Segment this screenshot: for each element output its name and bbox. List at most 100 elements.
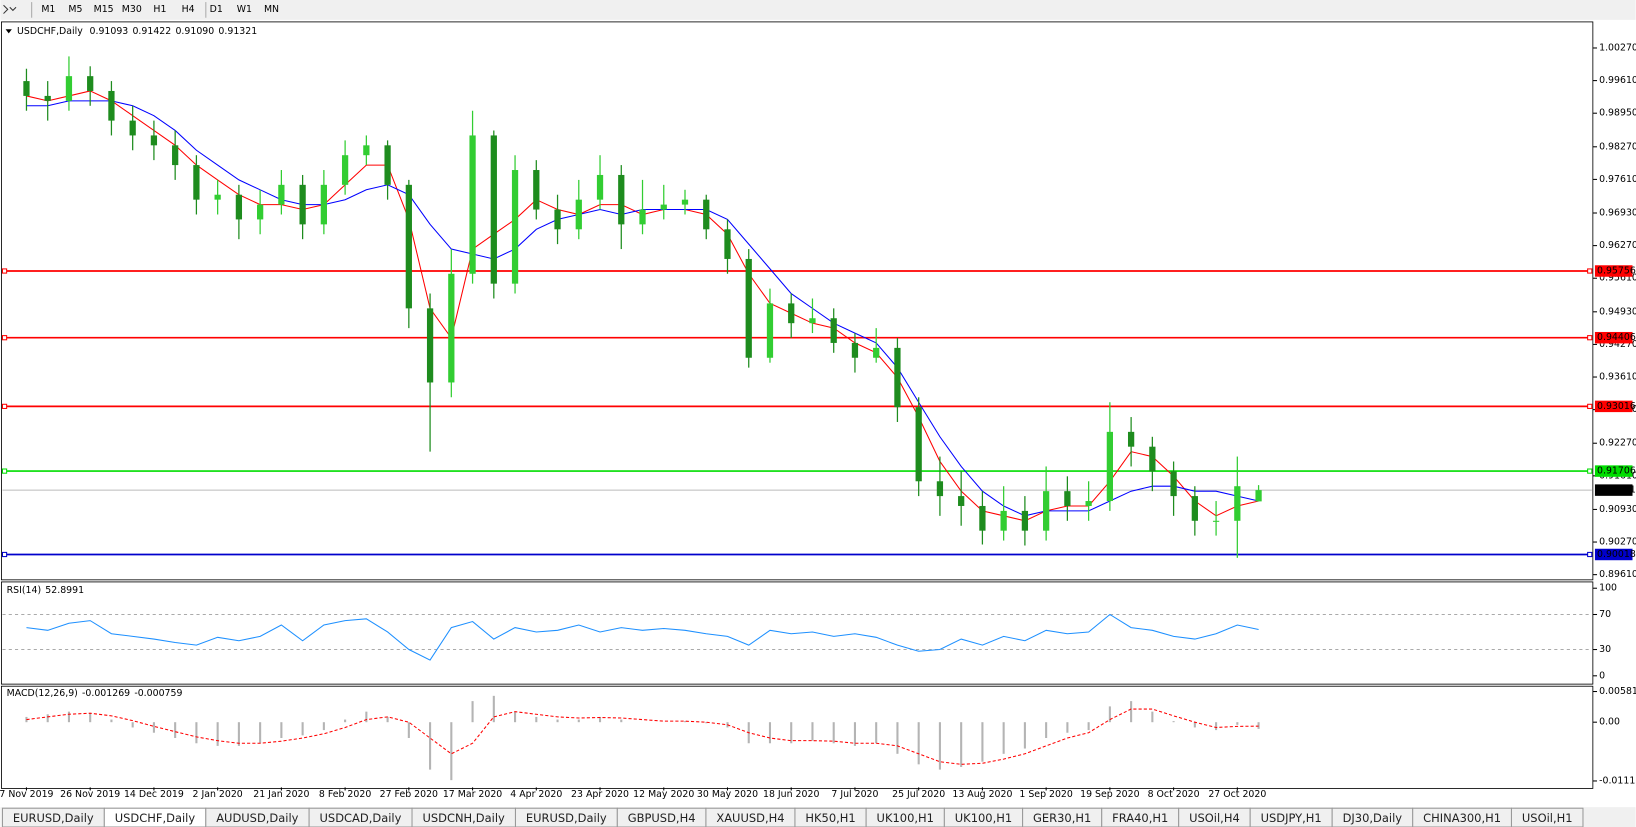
level-handle[interactable] — [1587, 551, 1593, 558]
x-tick-label: 8 Oct 2020 — [1148, 789, 1200, 800]
tab-label[interactable]: EURUSD,Daily — [13, 811, 94, 825]
histogram-bar — [1151, 711, 1154, 723]
histogram-bar — [1002, 722, 1005, 754]
timeframe-button[interactable]: M1 — [41, 4, 55, 15]
histogram-bar — [407, 722, 410, 738]
timeframe-button[interactable]: M5 — [68, 4, 82, 15]
tab-label[interactable]: AUDUSD,Daily — [216, 811, 298, 825]
level-handle[interactable] — [1587, 468, 1593, 474]
tab-label[interactable]: HK50,H1 — [805, 811, 855, 825]
timeframe-button[interactable]: H1 — [153, 4, 166, 15]
y-tick-label: 0.98270 — [1599, 141, 1636, 152]
timeframe-button[interactable]: M15 — [94, 4, 114, 15]
histogram-bar — [1257, 722, 1260, 729]
level-handle[interactable] — [1, 468, 8, 474]
level-label-box — [1594, 548, 1633, 561]
histogram-bar — [620, 719, 623, 723]
x-tick-label: 19 Sep 2020 — [1080, 789, 1139, 800]
tab-label[interactable]: UK100,H1 — [877, 811, 934, 825]
candle-body — [533, 170, 540, 210]
candle-body — [426, 308, 434, 383]
candle-body — [1085, 501, 1092, 506]
tab-label[interactable]: FRA40,H1 — [1112, 811, 1168, 825]
histogram-bar — [535, 716, 538, 723]
x-tick-label: 21 Jan 2020 — [253, 789, 309, 800]
candle-body — [23, 81, 30, 96]
toolbar-icon[interactable] — [3, 4, 17, 14]
tab-label[interactable]: CHINA300,H1 — [1423, 811, 1501, 825]
tab[interactable] — [1510, 807, 1584, 827]
candle-body — [1000, 510, 1007, 531]
candle-body — [618, 174, 625, 225]
x-tick-label: 26 Nov 2019 — [60, 789, 120, 800]
y-tick-label: 0.96270 — [1599, 240, 1636, 251]
chart-title: USDCHF,Daily — [17, 26, 83, 37]
timeframe-button[interactable]: MN — [264, 4, 279, 15]
timeframe-button[interactable]: D1 — [210, 4, 223, 15]
ohlc-value: 0.91093 — [90, 26, 129, 37]
tab-label[interactable]: USDJPY,H1 — [1261, 811, 1322, 825]
histogram-bar — [853, 722, 856, 746]
tab-label[interactable]: USDCNH,Daily — [422, 811, 505, 825]
tab-label[interactable]: EURUSD,Daily — [526, 811, 607, 825]
candle-body — [936, 481, 944, 497]
level-handle[interactable] — [1587, 335, 1593, 341]
y-tick-label: 30 — [1599, 644, 1611, 655]
candle-body — [384, 145, 391, 185]
histogram-bar — [705, 722, 708, 724]
candle-body — [278, 184, 285, 205]
histogram-bar — [683, 721, 687, 723]
histogram-bar — [981, 722, 984, 762]
histogram-bar — [1130, 701, 1133, 723]
tab-label[interactable]: UK100,H1 — [955, 811, 1012, 825]
histogram-bar — [1236, 722, 1239, 725]
tab-label[interactable]: DJ30,Daily — [1343, 811, 1403, 825]
ohlc-value: 0.91321 — [218, 26, 257, 37]
tab-label[interactable]: GER30,H1 — [1033, 811, 1091, 825]
timeframe-button[interactable]: H4 — [182, 4, 195, 15]
candle-body — [873, 347, 880, 358]
candle-body — [554, 209, 561, 230]
level-handle[interactable] — [1, 403, 8, 409]
histogram-bar — [1172, 721, 1175, 723]
tab-label[interactable]: USOil,H1 — [1522, 811, 1573, 825]
histogram-bar — [344, 719, 347, 723]
histogram-bar — [152, 722, 155, 733]
histogram-bar — [790, 722, 793, 744]
y-tick-label: 0.93610 — [1599, 372, 1636, 383]
x-tick-label: 2 Jan 2020 — [193, 789, 243, 800]
histogram-bar — [429, 722, 432, 770]
histogram-bar — [195, 722, 198, 744]
histogram-bar — [1066, 722, 1069, 733]
candle-body — [575, 199, 582, 230]
y-tick-label: -0.01115 — [1599, 775, 1636, 786]
level-handle[interactable] — [1, 268, 8, 274]
level-handle[interactable] — [1587, 403, 1593, 409]
histogram-bar — [768, 722, 772, 744]
level-handle[interactable] — [1, 551, 8, 558]
candle-body — [1170, 471, 1177, 497]
candle-body — [341, 155, 349, 185]
current-price-box — [1594, 484, 1633, 496]
candle-body — [1127, 431, 1135, 447]
x-tick-label: 7 Jul 2020 — [831, 789, 878, 800]
timeframe-button[interactable]: W1 — [237, 4, 252, 15]
menu-arrow[interactable] — [5, 29, 12, 34]
tab-label[interactable]: USOil,H4 — [1189, 811, 1240, 825]
signal-line — [26, 708, 1259, 765]
candle-body — [1191, 496, 1198, 521]
histogram-bar — [301, 722, 304, 736]
indicator-value: 52.8991 — [45, 585, 84, 596]
x-tick-label: 1 Sep 2020 — [1019, 789, 1072, 800]
tab-label[interactable]: USDCHF,Daily — [115, 811, 196, 825]
tab-label[interactable]: GBPUSD,H4 — [628, 811, 696, 825]
level-handle[interactable] — [1, 335, 8, 341]
tab-label[interactable]: USDCAD,Daily — [320, 811, 402, 825]
timeframe-button[interactable]: M30 — [122, 4, 142, 15]
candle-body — [639, 209, 646, 225]
macd-panel — [1, 685, 1594, 789]
tab-label[interactable]: XAUUSD,H4 — [716, 811, 784, 825]
level-handle[interactable] — [1587, 268, 1593, 274]
rsi-title: RSI(14) — [7, 585, 41, 596]
candle-body — [1021, 510, 1029, 531]
